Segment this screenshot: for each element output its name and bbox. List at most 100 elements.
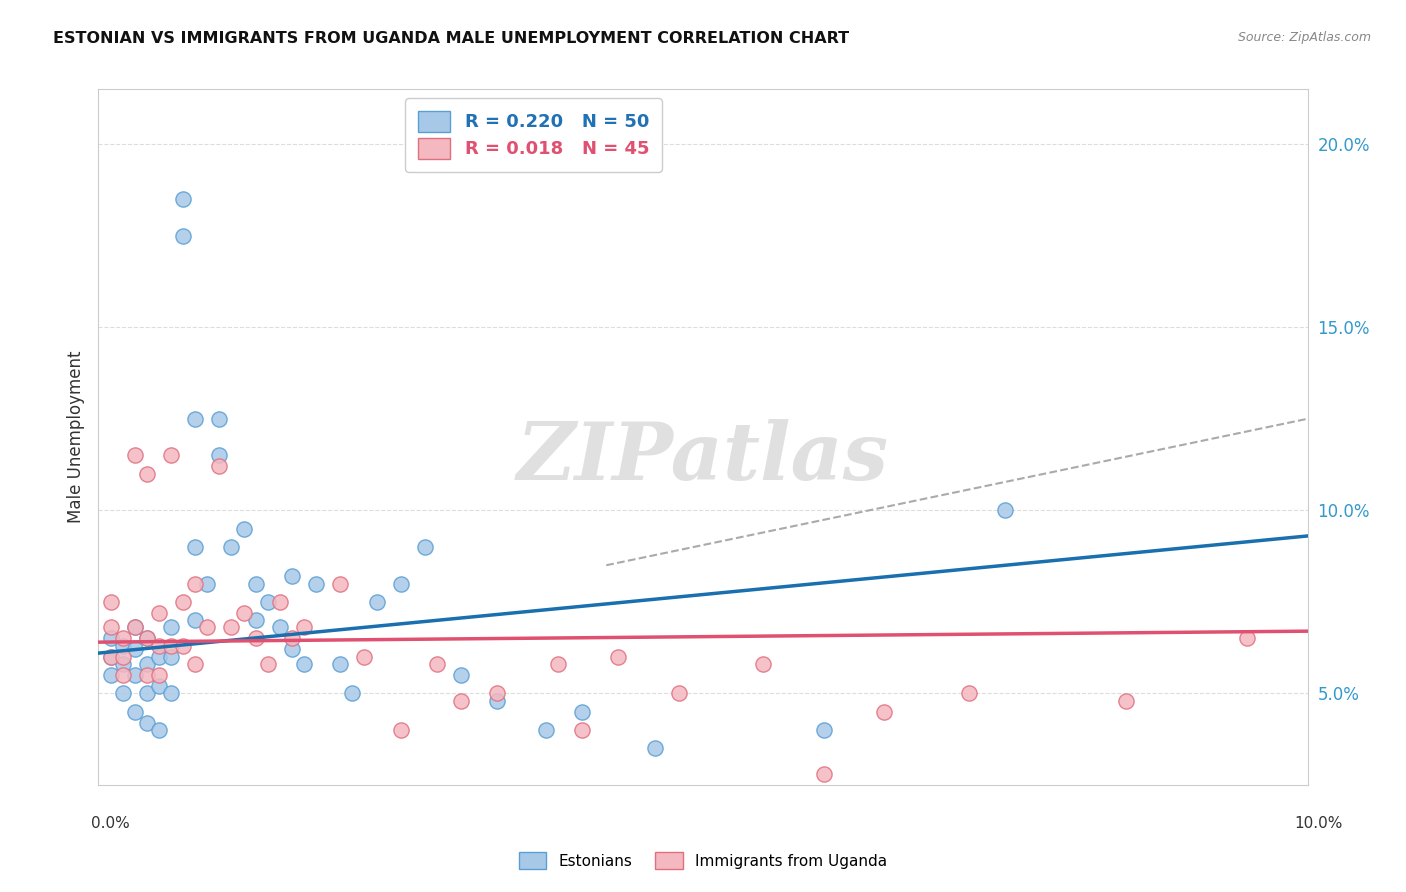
Legend: R = 0.220   N = 50, R = 0.018   N = 45: R = 0.220 N = 50, R = 0.018 N = 45 — [405, 98, 662, 171]
Text: Source: ZipAtlas.com: Source: ZipAtlas.com — [1237, 31, 1371, 45]
Point — [160, 686, 183, 700]
Point — [172, 192, 194, 206]
Point — [256, 657, 278, 672]
Point — [221, 540, 243, 554]
Point — [135, 467, 157, 481]
Point — [135, 686, 157, 700]
Point — [111, 639, 134, 653]
Point — [148, 606, 170, 620]
Point — [281, 569, 304, 583]
Point — [135, 632, 157, 646]
Point — [184, 613, 207, 627]
Point — [269, 620, 291, 634]
Point — [124, 449, 146, 463]
Point — [148, 679, 170, 693]
Point — [135, 632, 157, 646]
Point — [486, 686, 509, 700]
Point — [752, 657, 775, 672]
Point — [269, 595, 291, 609]
Point — [124, 705, 146, 719]
Point — [148, 649, 170, 664]
Point — [100, 632, 122, 646]
Point — [571, 723, 593, 737]
Point — [148, 668, 170, 682]
Point — [426, 657, 449, 672]
Point — [100, 668, 122, 682]
Point — [353, 649, 375, 664]
Point — [413, 540, 436, 554]
Point — [281, 642, 304, 657]
Text: ZIPatlas: ZIPatlas — [517, 419, 889, 497]
Point — [957, 686, 980, 700]
Point — [305, 576, 328, 591]
Point — [389, 723, 412, 737]
Point — [366, 595, 388, 609]
Point — [329, 657, 352, 672]
Point — [813, 767, 835, 781]
Point — [813, 723, 835, 737]
Point — [111, 649, 134, 664]
Point — [135, 715, 157, 730]
Point — [342, 686, 364, 700]
Point — [208, 449, 231, 463]
Point — [873, 705, 896, 719]
Point — [221, 620, 243, 634]
Point — [1236, 632, 1258, 646]
Point — [534, 723, 557, 737]
Point — [184, 540, 207, 554]
Point — [450, 694, 472, 708]
Point — [208, 411, 231, 425]
Point — [329, 576, 352, 591]
Point — [148, 639, 170, 653]
Point — [1115, 694, 1137, 708]
Point — [232, 606, 254, 620]
Point — [232, 522, 254, 536]
Point — [100, 649, 122, 664]
Point — [644, 741, 666, 756]
Text: 0.0%: 0.0% — [91, 816, 131, 830]
Point — [195, 620, 218, 634]
Point — [208, 459, 231, 474]
Y-axis label: Male Unemployment: Male Unemployment — [66, 351, 84, 524]
Point — [160, 449, 183, 463]
Point — [195, 576, 218, 591]
Legend: Estonians, Immigrants from Uganda: Estonians, Immigrants from Uganda — [513, 846, 893, 875]
Point — [184, 576, 207, 591]
Point — [245, 576, 267, 591]
Point — [172, 639, 194, 653]
Point — [571, 705, 593, 719]
Point — [160, 639, 183, 653]
Point — [172, 595, 194, 609]
Point — [135, 657, 157, 672]
Point — [124, 620, 146, 634]
Point — [994, 503, 1017, 517]
Point — [124, 642, 146, 657]
Point — [124, 668, 146, 682]
Point — [245, 632, 267, 646]
Point — [160, 649, 183, 664]
Point — [100, 649, 122, 664]
Point — [111, 657, 134, 672]
Point — [135, 668, 157, 682]
Point — [668, 686, 690, 700]
Point — [111, 632, 134, 646]
Text: ESTONIAN VS IMMIGRANTS FROM UGANDA MALE UNEMPLOYMENT CORRELATION CHART: ESTONIAN VS IMMIGRANTS FROM UGANDA MALE … — [53, 31, 849, 46]
Point — [100, 595, 122, 609]
Point — [389, 576, 412, 591]
Point — [292, 620, 315, 634]
Point — [124, 620, 146, 634]
Point — [281, 632, 304, 646]
Point — [111, 668, 134, 682]
Point — [100, 620, 122, 634]
Point — [486, 694, 509, 708]
Point — [256, 595, 278, 609]
Point — [184, 657, 207, 672]
Point — [547, 657, 569, 672]
Point — [160, 620, 183, 634]
Point — [292, 657, 315, 672]
Point — [111, 686, 134, 700]
Point — [450, 668, 472, 682]
Text: 10.0%: 10.0% — [1295, 816, 1343, 830]
Point — [148, 723, 170, 737]
Point — [245, 613, 267, 627]
